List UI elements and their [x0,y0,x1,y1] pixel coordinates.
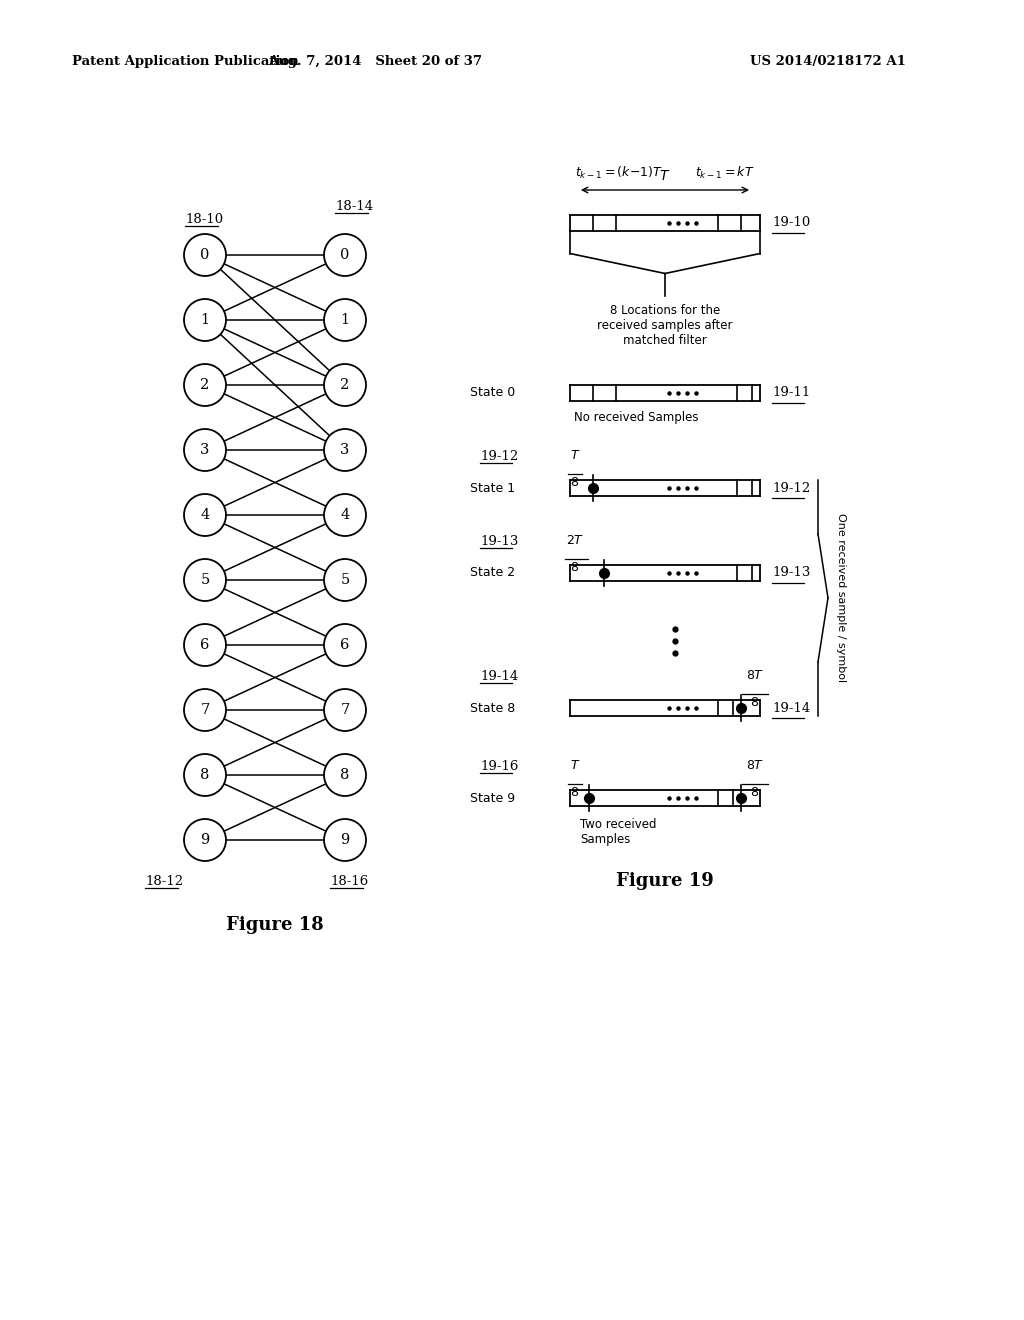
Circle shape [324,364,366,407]
Text: 19-13: 19-13 [772,566,810,579]
Circle shape [324,300,366,341]
Text: $8$: $8$ [570,785,580,799]
Circle shape [324,689,366,731]
Text: $8T$: $8T$ [745,669,764,682]
Circle shape [184,754,226,796]
Circle shape [184,364,226,407]
Text: 0: 0 [340,248,349,261]
Text: $t_{k-1}=(k{-}1)T$: $t_{k-1}=(k{-}1)T$ [575,165,663,181]
Text: No received Samples: No received Samples [574,411,698,424]
Text: 2: 2 [340,378,349,392]
Text: $t_{k-1}=kT$: $t_{k-1}=kT$ [695,165,755,181]
Text: Figure 18: Figure 18 [226,916,324,935]
Text: State 9: State 9 [470,792,515,804]
Text: matched filter: matched filter [624,334,707,347]
Circle shape [324,624,366,667]
Text: 19-14: 19-14 [772,701,810,714]
Text: 7: 7 [201,704,210,717]
Text: 1: 1 [201,313,210,327]
Text: 19-11: 19-11 [772,387,810,400]
Text: 0: 0 [201,248,210,261]
Circle shape [184,624,226,667]
Text: US 2014/0218172 A1: US 2014/0218172 A1 [750,55,906,69]
Circle shape [324,818,366,861]
Text: $8$: $8$ [751,785,760,799]
Circle shape [184,818,226,861]
Text: $T$: $T$ [569,449,581,462]
Circle shape [324,234,366,276]
Circle shape [324,494,366,536]
Circle shape [324,429,366,471]
Text: $2T$: $2T$ [566,535,585,546]
Text: 5: 5 [201,573,210,587]
Text: 2: 2 [201,378,210,392]
Text: 19-13: 19-13 [480,535,518,548]
Text: State 8: State 8 [470,701,515,714]
Circle shape [184,234,226,276]
Text: 18-12: 18-12 [145,875,183,888]
Text: 4: 4 [201,508,210,521]
Text: 9: 9 [201,833,210,847]
Text: 3: 3 [201,444,210,457]
Text: State 1: State 1 [470,482,515,495]
Text: 1: 1 [340,313,349,327]
Text: 8: 8 [201,768,210,781]
Text: 18-10: 18-10 [185,213,223,226]
Circle shape [324,558,366,601]
Text: 5: 5 [340,573,349,587]
Text: One received sample / symbol: One received sample / symbol [836,513,846,682]
Text: Samples: Samples [580,833,631,846]
Text: State 2: State 2 [470,566,515,579]
Text: 3: 3 [340,444,349,457]
Text: 7: 7 [340,704,349,717]
Text: Patent Application Publication: Patent Application Publication [72,55,299,69]
Text: $8T$: $8T$ [745,759,764,772]
Text: 8 Locations for the: 8 Locations for the [610,304,720,317]
Text: State 0: State 0 [470,387,515,400]
Text: received samples after: received samples after [597,319,733,333]
Text: 19-16: 19-16 [480,760,518,774]
Text: 6: 6 [340,638,349,652]
Text: 19-12: 19-12 [772,482,810,495]
Text: $8$: $8$ [570,477,580,488]
Text: 18-14: 18-14 [335,201,373,213]
Text: Figure 19: Figure 19 [616,873,714,890]
Text: 8: 8 [340,768,349,781]
Text: $8$: $8$ [751,696,760,709]
Circle shape [184,689,226,731]
Text: Aug. 7, 2014   Sheet 20 of 37: Aug. 7, 2014 Sheet 20 of 37 [268,55,482,69]
Text: 18-16: 18-16 [330,875,369,888]
Text: 9: 9 [340,833,349,847]
Circle shape [184,429,226,471]
Text: 19-10: 19-10 [772,216,810,230]
Text: 4: 4 [340,508,349,521]
Text: 19-14: 19-14 [480,671,518,682]
Circle shape [184,494,226,536]
Circle shape [324,754,366,796]
Circle shape [184,558,226,601]
Text: 6: 6 [201,638,210,652]
Text: 19-12: 19-12 [480,450,518,463]
Circle shape [184,300,226,341]
Text: $T$: $T$ [569,759,581,772]
Text: $T$: $T$ [659,169,671,183]
Text: $8$: $8$ [570,561,580,574]
Text: Two received: Two received [580,818,656,832]
